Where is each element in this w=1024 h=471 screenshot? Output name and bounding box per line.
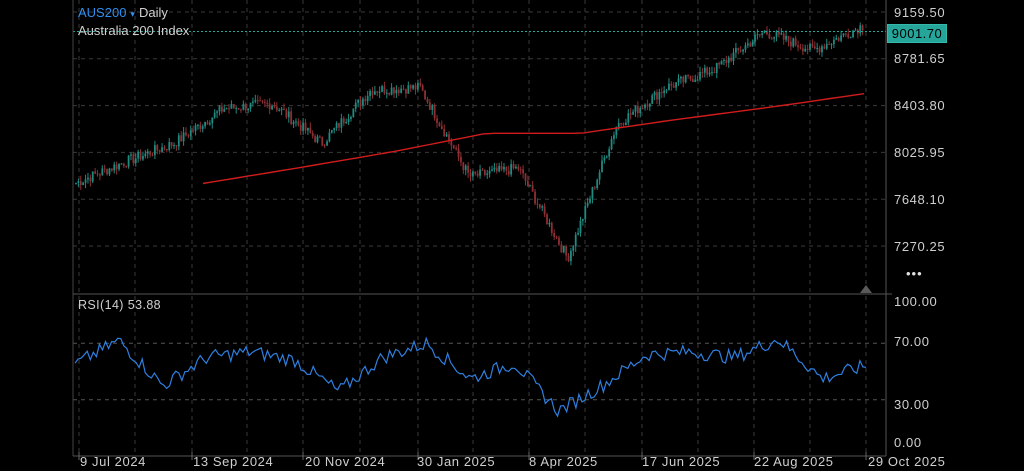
rsi-tick: 0.00: [894, 435, 922, 450]
rsi-line: [74, 336, 867, 418]
last-price-badge: 9001.70: [887, 24, 947, 43]
rsi-tick: 100.00: [894, 294, 938, 309]
grid-lines: [73, 0, 886, 456]
price-candles: [75, 22, 864, 266]
more-options-icon[interactable]: •••: [906, 266, 923, 281]
pane-frame: [72, 0, 892, 460]
instrument-name: Australia 200 Index: [78, 23, 190, 38]
rsi-value: 53.88: [127, 298, 162, 312]
price-tick: 7648.10: [894, 192, 946, 207]
symbol-dropdown-icon[interactable]: ▾: [130, 9, 135, 19]
price-tick: 7270.25: [894, 239, 946, 254]
price-tick: 8403.80: [894, 98, 946, 113]
date-tick: 17 Jun 2025: [642, 454, 721, 469]
price-tick: 8781.65: [894, 51, 946, 66]
current-time-marker-icon[interactable]: [860, 285, 872, 293]
rsi-header[interactable]: RSI(14) 53.88: [78, 298, 161, 312]
price-tick: 9159.50: [894, 5, 946, 20]
date-tick: 13 Sep 2024: [193, 454, 274, 469]
symbol-header[interactable]: AUS200 ▾ Daily: [78, 5, 168, 22]
rsi-tick: 30.00: [894, 397, 930, 412]
rsi-label: RSI(14): [78, 298, 124, 312]
date-tick: 22 Aug 2025: [754, 454, 834, 469]
price-tick: 8025.95: [894, 145, 946, 160]
date-tick: 29 Oct 2025: [868, 454, 946, 469]
moving-average-line: [202, 93, 865, 185]
timeframe-label[interactable]: Daily: [138, 5, 168, 20]
rsi-tick: 70.00: [894, 334, 930, 349]
date-tick: 30 Jan 2025: [417, 454, 496, 469]
date-tick: 20 Nov 2024: [305, 454, 386, 469]
date-tick: 8 Apr 2025: [529, 454, 598, 469]
date-tick: 9 Jul 2024: [80, 454, 146, 469]
symbol-name[interactable]: AUS200: [78, 5, 127, 20]
